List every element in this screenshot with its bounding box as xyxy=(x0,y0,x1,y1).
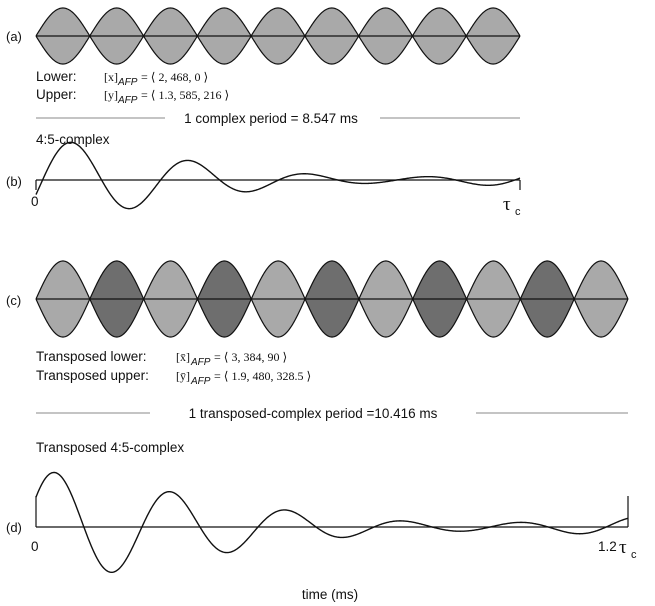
panel-a: (a) xyxy=(6,7,521,65)
panel-a-label: (a) xyxy=(6,29,22,44)
transposed-upper-value: = ⟨ 1.9, 480, 328.5 ⟩ xyxy=(214,369,311,383)
transposed-lower-sub: AFP xyxy=(190,357,211,368)
upper-var: [y] xyxy=(104,88,118,102)
panel-d-end-tau: τ xyxy=(619,537,627,558)
upper-sub: AFP xyxy=(117,95,138,106)
lower-value: = ⟨ 2, 468, 0 ⟩ xyxy=(141,70,208,84)
panel-b-waveform xyxy=(35,141,521,210)
panel-b: 4:5-complex (b) 0 τ c xyxy=(6,132,521,218)
panel-b-end-sub: c xyxy=(515,206,521,218)
panel-c-upper-curve xyxy=(35,260,629,338)
transposed-lower-value: = ⟨ 3, 384, 90 ⟩ xyxy=(214,350,287,364)
panel-a-upper-curve xyxy=(35,7,521,65)
transposed-upper-sub: AFP xyxy=(190,376,211,387)
panel-c-lower-curve xyxy=(35,260,629,338)
upper-value: = ⟨ 1.3, 585, 216 ⟩ xyxy=(141,88,229,102)
lower-sub: AFP xyxy=(117,77,138,88)
panel-b-title: 4:5-complex xyxy=(36,132,110,147)
upper-label: Upper: xyxy=(36,87,77,102)
period-rule-2: 1 transposed-complex period =10.416 ms xyxy=(36,406,628,421)
legend-a: Lower: [x] AFP = ⟨ 2, 468, 0 ⟩ Upper: [y… xyxy=(36,69,229,106)
transposed-upper-label: Transposed upper: xyxy=(36,368,149,383)
panel-a-lower-curve xyxy=(35,7,521,65)
panel-d-end-prefix: 1.2 xyxy=(598,539,617,554)
period-rule-1: 1 complex period = 8.547 ms xyxy=(36,111,520,126)
panel-b-start-label: 0 xyxy=(31,194,39,209)
x-axis-label: time (ms) xyxy=(302,587,358,602)
panel-d-end-sub: c xyxy=(631,549,637,561)
period-text-1: 1 complex period = 8.547 ms xyxy=(184,111,358,126)
panel-d-label: (d) xyxy=(6,520,22,535)
panel-d: Transposed 4:5-complex (d) 0 1.2 τ c xyxy=(6,440,637,574)
panel-d-waveform xyxy=(35,471,629,574)
panel-c-label: (c) xyxy=(6,293,21,308)
lower-label: Lower: xyxy=(36,69,77,84)
panel-b-label: (b) xyxy=(6,174,22,189)
lower-var: [x] xyxy=(104,70,118,84)
transposed-upper-var: [ȳ] xyxy=(176,369,190,383)
transposed-lower-var: [x̄] xyxy=(176,350,190,364)
panel-c: (c) xyxy=(6,260,629,338)
panel-d-title: Transposed 4:5-complex xyxy=(36,440,184,455)
panel-d-start-label: 0 xyxy=(31,539,39,554)
period-text-2: 1 transposed-complex period =10.416 ms xyxy=(189,406,438,421)
panel-b-end-tau: τ xyxy=(503,194,511,215)
transposed-lower-label: Transposed lower: xyxy=(36,349,147,364)
legend-c: Transposed lower: [x̄] AFP = ⟨ 3, 384, 9… xyxy=(36,349,311,387)
